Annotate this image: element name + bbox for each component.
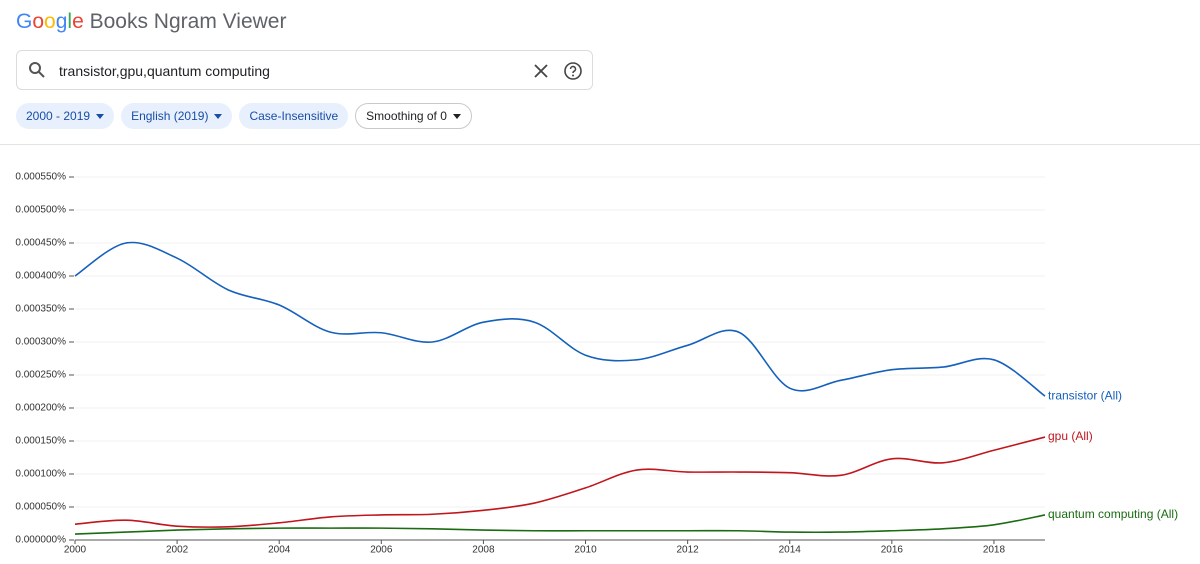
- y-tick-label: 0.000450%: [15, 238, 66, 249]
- x-tick-label: 2014: [779, 545, 802, 556]
- dropdown-arrow: [96, 113, 105, 119]
- help-button[interactable]: [563, 61, 583, 81]
- logo-letter: G: [16, 10, 33, 33]
- chip[interactable]: 2000 - 2019: [16, 103, 115, 129]
- logo-letter: l: [67, 10, 73, 33]
- chip-label: Case-Insensitive: [249, 109, 339, 123]
- chip-label: 2000 - 2019: [26, 109, 91, 123]
- series-line: [74, 514, 1046, 535]
- series-label: gpu (All): [1048, 429, 1093, 443]
- y-tick-label: 0.000150%: [15, 436, 66, 447]
- divider: [0, 144, 1200, 145]
- chip[interactable]: Case-Insensitive: [239, 103, 349, 129]
- dropdown-arrow: [214, 113, 223, 119]
- search-icon: [29, 62, 45, 78]
- logo[interactable]: Google Books Ngram Viewer: [16, 10, 286, 34]
- y-tick-label: 0.000500%: [15, 205, 66, 216]
- y-tick-label: 0.000300%: [15, 337, 66, 348]
- chip[interactable]: Smoothing of 0: [355, 103, 472, 129]
- chart: 0.000000% 0.000050% 0.000100% 0.000150% 0.00…: [15, 172, 1178, 556]
- series-line: [74, 241, 1046, 397]
- x-tick-label: 2012: [677, 545, 700, 556]
- chips: 2000 - 2019 English (2019) Case-Insensitiv…: [16, 103, 472, 129]
- y-tick-label: 0.000100%: [15, 469, 66, 480]
- y-tick-label: 0.000350%: [15, 304, 66, 315]
- y-tick-label: 0.000000%: [15, 535, 66, 546]
- chip-label: Smoothing of 0: [366, 109, 447, 123]
- dropdown-arrow: [452, 113, 461, 119]
- x-tick-label: 2008: [472, 545, 495, 556]
- x-tick-label: 2002: [166, 545, 189, 556]
- logo-letter: e: [72, 10, 84, 33]
- series-label: transistor (All): [1048, 388, 1122, 402]
- y-tick-label: 0.000250%: [15, 370, 66, 381]
- x-tick-label: 2000: [64, 545, 87, 556]
- y-tick-label: 0.000200%: [15, 403, 66, 414]
- y-tick-label: 0.000550%: [15, 172, 66, 183]
- y-tick-label: 0.000050%: [15, 502, 66, 513]
- x-tick-label: 2016: [881, 545, 904, 556]
- product-name: Books Ngram Viewer: [89, 10, 287, 33]
- series-label: quantum computing (All): [1048, 507, 1178, 521]
- logo-letter: o: [32, 10, 45, 33]
- x-tick-label: 2004: [268, 545, 291, 556]
- chip[interactable]: English (2019): [121, 103, 233, 129]
- series-line: [74, 436, 1046, 528]
- y-tick-label: 0.000400%: [15, 271, 66, 282]
- clear-button[interactable]: [533, 63, 549, 79]
- logo-letter: g: [55, 10, 68, 33]
- x-tick-label: 2018: [983, 545, 1006, 556]
- logo-letter: o: [44, 10, 56, 33]
- query[interactable]: transistor,gpu,quantum computing: [59, 63, 270, 79]
- search-box[interactable]: transistor,gpu,quantum computing: [16, 50, 593, 90]
- chip-label: English (2019): [131, 109, 209, 123]
- x-tick-label: 2010: [574, 545, 597, 556]
- x-tick-label: 2006: [370, 545, 393, 556]
